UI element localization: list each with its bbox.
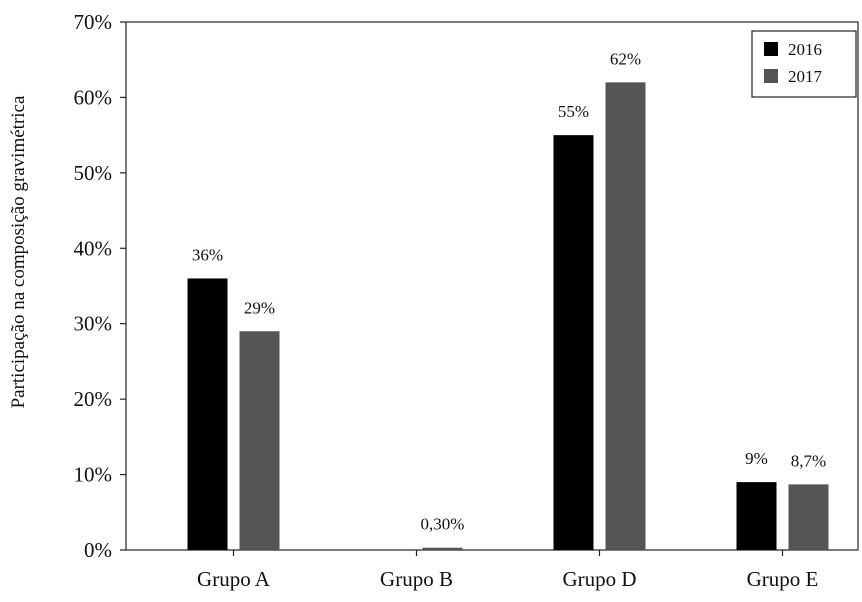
plot-border (125, 21, 859, 551)
y-tick-label: 0% (84, 538, 112, 562)
legend-swatch-2017 (764, 69, 778, 83)
legend-swatch-2016 (764, 42, 778, 56)
y-axis-label: Participação na composição gravimétrica (8, 95, 29, 408)
bar-2016 (553, 135, 594, 550)
y-axis: 0% 10% 20% 30% 40% 50% 60% 70% (74, 10, 126, 562)
bar-2017 (605, 82, 646, 550)
legend-label-2017: 2017 (788, 67, 823, 86)
legend-label-2016: 2016 (788, 40, 822, 59)
y-tick-label: 60% (74, 85, 113, 109)
data-label: 9% (745, 449, 768, 468)
y-tick-label: 10% (74, 463, 113, 487)
bar-2017 (788, 484, 829, 550)
data-label: 29% (244, 298, 275, 317)
bars (187, 82, 829, 550)
data-label: 55% (558, 102, 589, 121)
data-label: 8,7% (791, 451, 826, 470)
legend: 2016 2017 (751, 30, 857, 98)
data-label: 0,30% (421, 515, 465, 534)
data-label: 62% (610, 49, 641, 68)
y-tick-label: 40% (74, 236, 113, 260)
data-label: 36% (192, 245, 223, 264)
bar-2017 (239, 331, 280, 550)
x-tick-label: Grupo A (197, 567, 271, 591)
data-labels: 36% 29% 0,30% 55% 62% 9% 8,7% (192, 49, 826, 533)
plot-frame (125, 21, 859, 551)
x-tick-label: Grupo B (380, 567, 453, 591)
y-tick-label: 20% (74, 387, 113, 411)
bar-2016 (736, 482, 777, 550)
bar-2017 (422, 547, 463, 550)
y-tick-label: 30% (74, 312, 113, 336)
x-tick-label: Grupo E (747, 567, 819, 591)
y-tick-label: 70% (74, 10, 113, 34)
x-axis: Grupo A Grupo B Grupo D Grupo E (197, 550, 818, 591)
y-tick-label: 50% (74, 161, 113, 185)
x-tick-label: Grupo D (562, 567, 636, 591)
bar-2016 (187, 278, 228, 550)
